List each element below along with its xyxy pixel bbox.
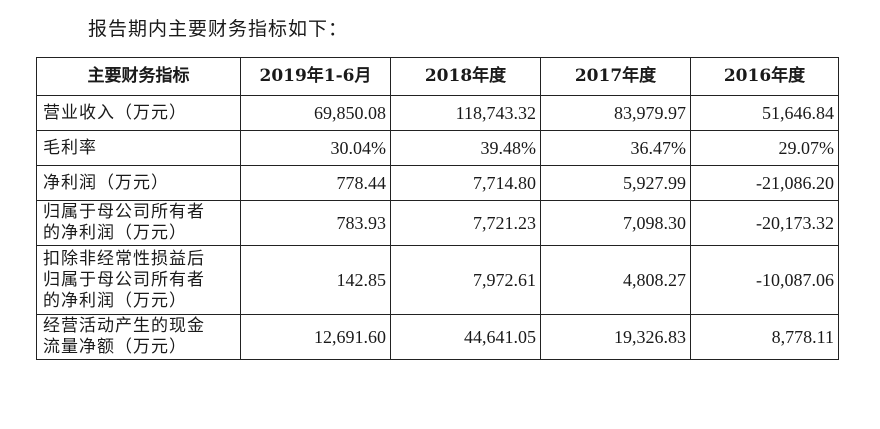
table-row: 毛利率 30.04% 39.48% 36.47% 29.07% bbox=[36, 130, 839, 166]
cell-value: 5,927.99 bbox=[540, 165, 691, 201]
header-indicator: 主要财务指标 bbox=[36, 57, 241, 96]
row-label: 经营活动产生的现金 流量净额（万元） bbox=[36, 314, 241, 360]
row-label: 净利润（万元） bbox=[36, 165, 241, 201]
row-label: 营业收入（万元） bbox=[36, 95, 241, 131]
cell-value: -10,087.06 bbox=[690, 245, 839, 315]
cell-value: 30.04% bbox=[240, 130, 391, 166]
cell-value: 29.07% bbox=[690, 130, 839, 166]
cell-value: 19,326.83 bbox=[540, 314, 691, 360]
table-row: 扣除非经常性损益后 归属于母公司所有者 的净利润（万元） 142.85 7,97… bbox=[36, 245, 839, 315]
cell-value: 7,714.80 bbox=[390, 165, 541, 201]
cell-value: 118,743.32 bbox=[390, 95, 541, 131]
cell-value: 12,691.60 bbox=[240, 314, 391, 360]
table-header-row: 主要财务指标 2019年1-6月 2018年度 2017年度 2016年度 bbox=[36, 57, 839, 96]
financial-indicators-table: 主要财务指标 2019年1-6月 2018年度 2017年度 2016年度 营业… bbox=[36, 57, 839, 360]
cell-value: 778.44 bbox=[240, 165, 391, 201]
cell-value: -20,173.32 bbox=[690, 200, 839, 246]
intro-text: 报告期内主要财务指标如下： bbox=[88, 18, 349, 40]
cell-value: 8,778.11 bbox=[690, 314, 839, 360]
cell-value: 7,972.61 bbox=[390, 245, 541, 315]
cell-value: -21,086.20 bbox=[690, 165, 839, 201]
table-row: 营业收入（万元） 69,850.08 118,743.32 83,979.97 … bbox=[36, 95, 839, 131]
header-2016: 2016年度 bbox=[690, 57, 839, 96]
table-row: 净利润（万元） 778.44 7,714.80 5,927.99 -21,086… bbox=[36, 165, 839, 201]
cell-value: 783.93 bbox=[240, 200, 391, 246]
cell-value: 44,641.05 bbox=[390, 314, 541, 360]
row-label: 扣除非经常性损益后 归属于母公司所有者 的净利润（万元） bbox=[36, 245, 241, 315]
header-2017: 2017年度 bbox=[540, 57, 691, 96]
row-label: 归属于母公司所有者 的净利润（万元） bbox=[36, 200, 241, 246]
cell-value: 7,721.23 bbox=[390, 200, 541, 246]
header-2018: 2018年度 bbox=[390, 57, 541, 96]
header-2019h1: 2019年1-6月 bbox=[240, 57, 391, 96]
cell-value: 7,098.30 bbox=[540, 200, 691, 246]
cell-value: 83,979.97 bbox=[540, 95, 691, 131]
cell-value: 142.85 bbox=[240, 245, 391, 315]
cell-value: 36.47% bbox=[540, 130, 691, 166]
row-label: 毛利率 bbox=[36, 130, 241, 166]
cell-value: 39.48% bbox=[390, 130, 541, 166]
table-row: 经营活动产生的现金 流量净额（万元） 12,691.60 44,641.05 1… bbox=[36, 314, 839, 360]
cell-value: 4,808.27 bbox=[540, 245, 691, 315]
table-row: 归属于母公司所有者 的净利润（万元） 783.93 7,721.23 7,098… bbox=[36, 200, 839, 246]
cell-value: 51,646.84 bbox=[690, 95, 839, 131]
cell-value: 69,850.08 bbox=[240, 95, 391, 131]
